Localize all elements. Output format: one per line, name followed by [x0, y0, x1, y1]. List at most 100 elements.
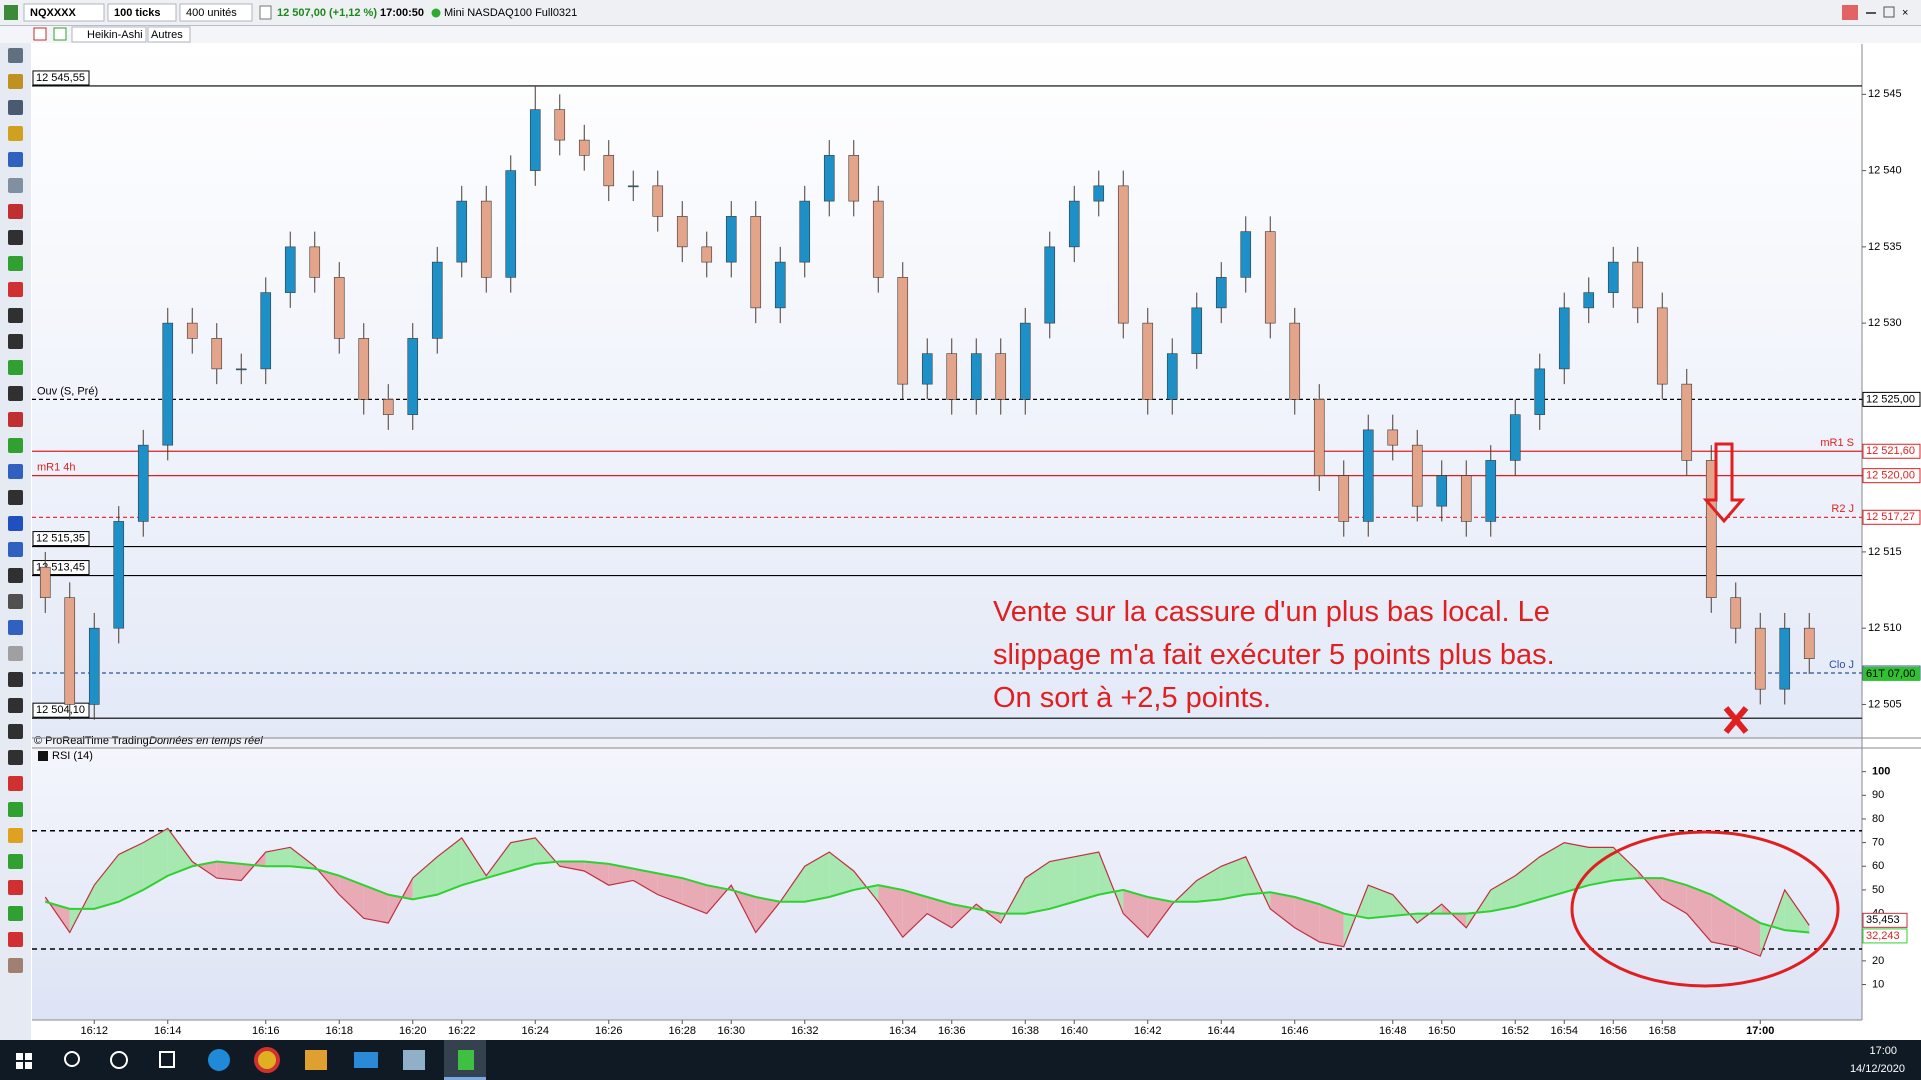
minimize[interactable]: [1866, 12, 1876, 14]
rsi-fill: [461, 837, 487, 886]
rsi-fill: [1686, 885, 1712, 942]
rsi-fill: [755, 897, 781, 933]
maximize[interactable]: [1883, 6, 1895, 18]
tool-button[interactable]: [8, 750, 23, 765]
x-tick-label: 16:18: [325, 1025, 353, 1037]
time-axis: [32, 1020, 1921, 1040]
x-tick-label: 16:54: [1550, 1025, 1578, 1037]
y-tick-label: 90: [1872, 789, 1884, 801]
rsi-fill: [633, 868, 658, 895]
tool-button[interactable]: [8, 178, 23, 193]
tool-button[interactable]: [8, 282, 23, 297]
close[interactable]: ×: [1902, 7, 1908, 19]
period-box[interactable]: [107, 3, 177, 22]
symbol-box[interactable]: [23, 3, 105, 22]
candle-body: [309, 246, 321, 278]
add-btn[interactable]: [53, 27, 67, 41]
tool-button[interactable]: [8, 100, 23, 115]
candle-body: [1215, 277, 1227, 309]
rsi-fill: [94, 854, 119, 909]
info-icon[interactable]: [259, 5, 272, 20]
units[interactable]: 400 unités: [186, 7, 237, 19]
candle-body: [211, 338, 223, 370]
y-tick-label: 10: [1872, 978, 1884, 990]
tool-button[interactable]: [8, 672, 23, 687]
tool-button[interactable]: [8, 412, 23, 427]
style-box[interactable]: [71, 26, 147, 43]
chrome-app[interactable]: [254, 1047, 280, 1073]
edge-app[interactable]: [208, 1049, 230, 1071]
tool-button[interactable]: [8, 880, 23, 895]
level-label-box: [1862, 391, 1921, 407]
notes-app[interactable]: [403, 1050, 425, 1070]
rsi-fill: [1221, 856, 1246, 900]
tool-button[interactable]: [8, 360, 23, 375]
others-box[interactable]: [147, 26, 191, 43]
rsi-value: 35,453: [1866, 914, 1900, 926]
tool-button[interactable]: [8, 776, 23, 791]
tool-button[interactable]: [8, 334, 23, 349]
candle-body: [1534, 368, 1546, 415]
app-icon[interactable]: [4, 5, 18, 20]
candle-body: [578, 139, 590, 156]
candle-body: [1485, 460, 1497, 522]
candle-body: [1803, 627, 1815, 659]
x-tick-label: 16:26: [595, 1025, 623, 1037]
cortana-button[interactable]: [110, 1051, 128, 1069]
tool-button[interactable]: [8, 698, 23, 713]
tool-button[interactable]: [8, 152, 23, 167]
tool-button[interactable]: [8, 594, 23, 609]
tool-button[interactable]: [8, 490, 23, 505]
rsi-fill: [1539, 842, 1565, 900]
candle-body: [1558, 307, 1570, 370]
candle-body: [970, 353, 982, 400]
tool-button[interactable]: [8, 828, 23, 843]
refresh-icon[interactable]: [1842, 5, 1858, 20]
tool-button[interactable]: [8, 204, 23, 219]
tool-button[interactable]: [8, 854, 23, 869]
tool-button[interactable]: [8, 958, 23, 973]
tool-button[interactable]: [8, 646, 23, 661]
tool-button[interactable]: [8, 542, 23, 557]
tool-button[interactable]: [8, 906, 23, 921]
search-button[interactable]: [64, 1051, 80, 1067]
mail-app[interactable]: [354, 1052, 378, 1068]
rsi-title: RSI (14): [52, 750, 93, 762]
tool-button[interactable]: [8, 230, 23, 245]
current-price: 61T 07,00: [1866, 668, 1915, 680]
tool-button[interactable]: [8, 48, 23, 63]
symbol[interactable]: NQXXXX: [30, 7, 77, 19]
tool-button[interactable]: [8, 438, 23, 453]
chart-style[interactable]: Heikin-Ashi: [87, 29, 143, 41]
tool-button[interactable]: [8, 308, 23, 323]
candle-body: [88, 627, 100, 705]
copyright: © ProRealTime Trading: [34, 735, 149, 747]
tool-button[interactable]: [8, 516, 23, 531]
tool-button[interactable]: [8, 724, 23, 739]
tool-button[interactable]: [8, 256, 23, 271]
y-tick-label: 70: [1872, 837, 1884, 849]
x-tick-label: 16:56: [1599, 1025, 1627, 1037]
units-box[interactable]: [179, 3, 253, 22]
candle-body: [1117, 185, 1129, 324]
start-button[interactable]: [16, 1053, 32, 1069]
period[interactable]: 100 ticks: [114, 7, 160, 19]
tool-button[interactable]: [8, 126, 23, 141]
y-tick-label: 100: [1872, 766, 1890, 778]
level-label-box: [1862, 468, 1921, 484]
tool-button[interactable]: [8, 568, 23, 583]
remove-btn[interactable]: [33, 27, 47, 41]
tool-button[interactable]: [8, 464, 23, 479]
rsi-fill: [559, 861, 585, 871]
store-app[interactable]: [305, 1050, 327, 1070]
tool-button[interactable]: [8, 620, 23, 635]
tool-button[interactable]: [8, 802, 23, 817]
tool-button[interactable]: [8, 74, 23, 89]
rsi-value: 32,243: [1866, 930, 1900, 942]
tool-button[interactable]: [8, 932, 23, 947]
task-view[interactable]: [159, 1051, 175, 1068]
rsi-fill: [608, 863, 634, 886]
rsi-fill: [1711, 894, 1736, 947]
others[interactable]: Autres: [151, 29, 183, 41]
tool-button[interactable]: [8, 386, 23, 401]
